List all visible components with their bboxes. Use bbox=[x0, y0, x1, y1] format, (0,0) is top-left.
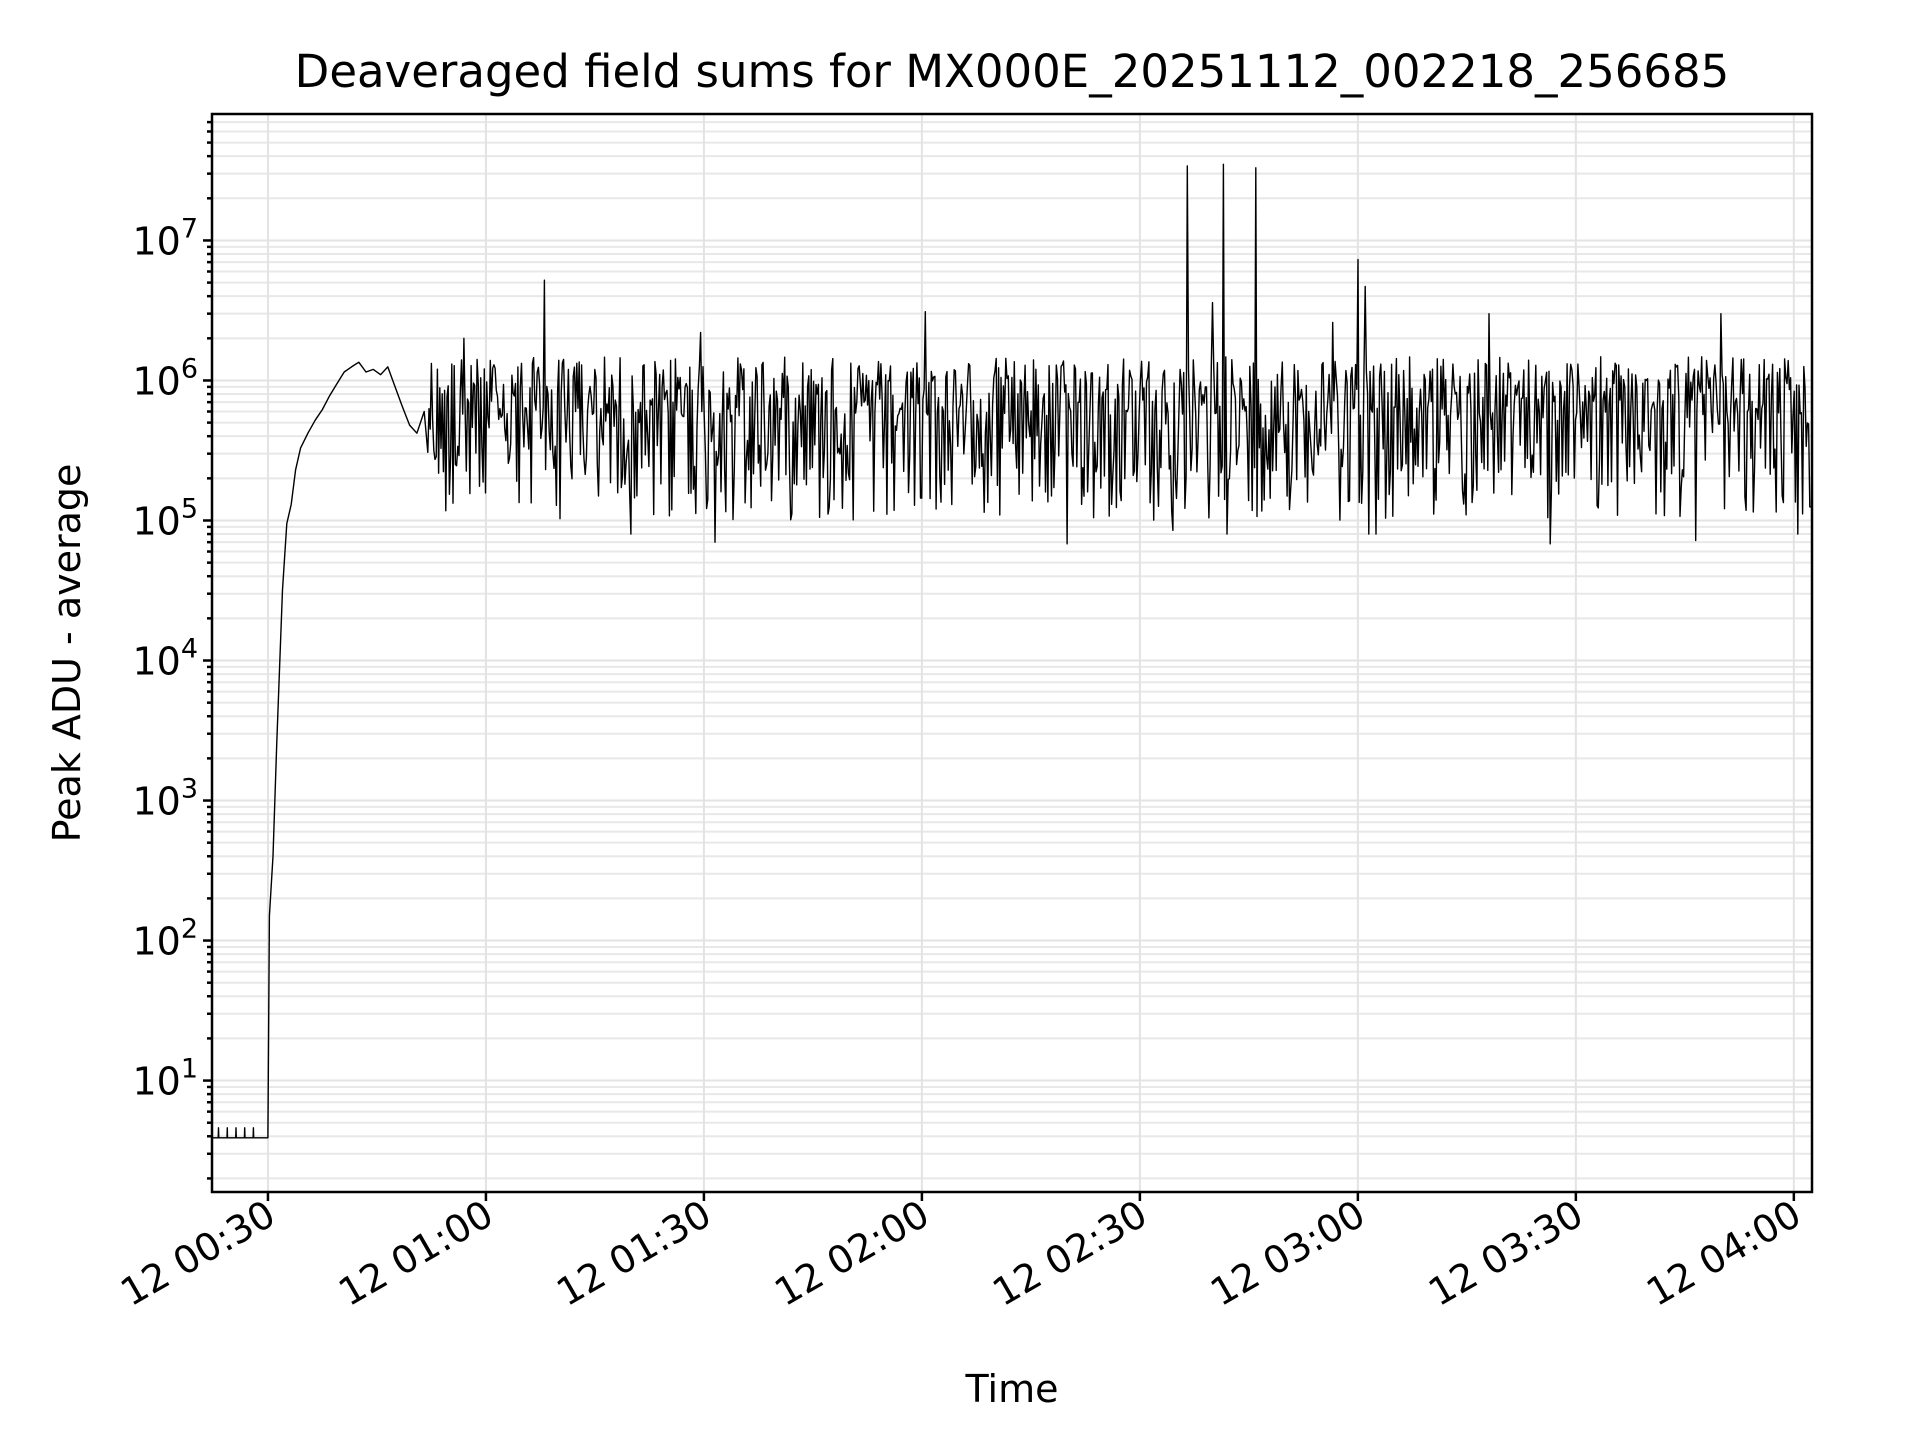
y-axis-label: Peak ADU - average bbox=[45, 464, 89, 843]
y-tick-label: 103 bbox=[132, 774, 198, 824]
series-line bbox=[212, 163, 1812, 1139]
y-tick-label: 105 bbox=[132, 493, 198, 543]
y-tick-label: 101 bbox=[132, 1054, 198, 1104]
y-tick-label: 104 bbox=[132, 634, 198, 684]
y-tick-label: 106 bbox=[132, 353, 198, 403]
chart-title: Deaveraged field sums for MX000E_2025111… bbox=[295, 45, 1730, 98]
y-tick-label: 107 bbox=[132, 213, 198, 263]
y-tick-label: 102 bbox=[132, 914, 198, 964]
x-axis-label: Time bbox=[965, 1367, 1059, 1411]
plot-frame bbox=[210, 112, 1814, 1194]
data-series bbox=[212, 163, 1812, 1139]
grid-lines bbox=[212, 114, 1812, 1192]
